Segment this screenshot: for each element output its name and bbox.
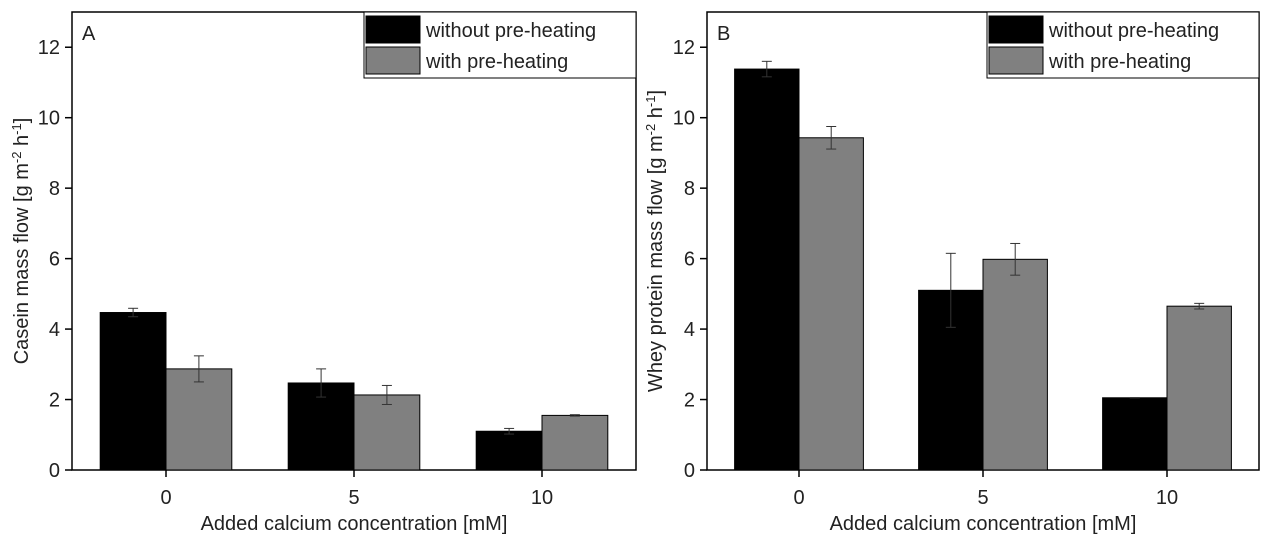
bar — [734, 68, 800, 471]
error-bar — [316, 368, 327, 398]
y-axis-label: Casein mass flow [g m-2 h-1] — [9, 118, 34, 365]
y-axis-label-part: -1 — [9, 123, 24, 135]
bar — [1166, 305, 1232, 471]
bar — [1102, 397, 1168, 471]
error-bar — [128, 307, 139, 318]
y-tick-label: 10 — [673, 108, 695, 130]
panel-label: A — [82, 23, 96, 45]
bar — [475, 430, 543, 471]
y-axis-label-part: Whey protein mass flow [g m — [645, 135, 667, 392]
y-tick-label: 8 — [684, 178, 695, 200]
error-bar — [761, 60, 772, 78]
error-bar — [826, 126, 837, 150]
legend-swatch — [365, 46, 421, 75]
y-tick-label: 6 — [684, 249, 695, 271]
x-tick-label: 5 — [348, 487, 359, 509]
error-bar — [945, 252, 956, 328]
y-tick-label: 12 — [673, 37, 695, 59]
y-axis-label-part: ] — [11, 118, 33, 124]
legend-label: without pre-heating — [425, 20, 596, 42]
legend-swatch — [988, 15, 1044, 44]
legend-label: without pre-heating — [1048, 20, 1219, 42]
panel-label: B — [717, 23, 730, 45]
error-bar — [504, 427, 515, 435]
x-axis-label: Added calcium concentration [mM] — [830, 513, 1137, 535]
bar — [798, 137, 864, 471]
y-axis-label-part: -2 — [9, 152, 24, 164]
error-bar — [1194, 302, 1205, 310]
y-axis-label-part: ] — [645, 90, 667, 96]
legend-swatch — [365, 15, 421, 44]
error-bar — [193, 355, 204, 383]
y-axis-label-part: Casein mass flow [g m — [11, 163, 33, 364]
y-tick-label: 0 — [684, 460, 695, 482]
x-tick-label: 10 — [531, 487, 553, 509]
y-tick-label: 6 — [49, 249, 60, 271]
error-bar — [381, 384, 392, 405]
y-tick-label: 4 — [684, 319, 695, 341]
bar — [541, 414, 609, 471]
y-tick-label: 8 — [49, 178, 60, 200]
y-tick-label: 2 — [49, 390, 60, 412]
x-tick-label: 10 — [1156, 487, 1178, 509]
legend-label: with pre-heating — [1048, 51, 1191, 73]
bar — [165, 368, 233, 471]
x-tick-label: 0 — [793, 487, 804, 509]
y-axis-label-part: h — [645, 107, 667, 124]
y-tick-label: 12 — [38, 37, 60, 59]
y-tick-label: 10 — [38, 108, 60, 130]
bar — [982, 258, 1048, 471]
y-axis-label-part: -2 — [643, 124, 658, 136]
x-axis-label: Added calcium concentration [mM] — [201, 513, 508, 535]
x-tick-label: 5 — [977, 487, 988, 509]
error-bar — [569, 414, 580, 417]
y-tick-label: 0 — [49, 460, 60, 482]
legend-label: with pre-heating — [425, 51, 568, 73]
y-axis-label-part: -1 — [643, 96, 658, 108]
y-tick-label: 4 — [49, 319, 60, 341]
y-tick-label: 2 — [684, 390, 695, 412]
error-bar — [1010, 242, 1021, 276]
y-axis-label-part: h — [11, 135, 33, 152]
bar — [353, 394, 421, 471]
x-tick-label: 0 — [160, 487, 171, 509]
bar — [99, 312, 167, 471]
legend-swatch — [988, 46, 1044, 75]
y-axis-label: Whey protein mass flow [g m-2 h-1] — [643, 90, 668, 392]
